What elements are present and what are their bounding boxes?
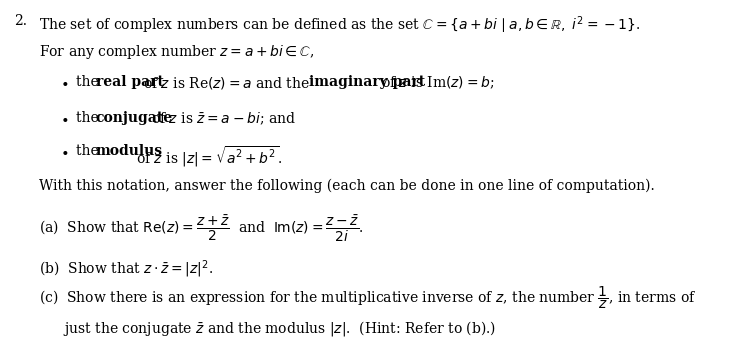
- Text: just the conjugate $\bar{z}$ and the modulus $|z|$.  (Hint: Refer to (b).): just the conjugate $\bar{z}$ and the mod…: [63, 320, 496, 338]
- Text: $\bullet$: $\bullet$: [60, 111, 68, 125]
- Text: The set of complex numbers can be defined as the set $\mathbb{C} = \{a+bi \mid a: The set of complex numbers can be define…: [39, 14, 640, 36]
- Text: the: the: [76, 75, 103, 89]
- Text: (c)  Show there is an expression for the multiplicative inverse of $z$, the numb: (c) Show there is an expression for the …: [39, 284, 696, 311]
- Text: the: the: [76, 144, 103, 158]
- Text: of $z$ is $\bar{z} = a - bi$; and: of $z$ is $\bar{z} = a - bi$; and: [151, 111, 296, 127]
- Text: the: the: [76, 111, 103, 125]
- Text: real part: real part: [96, 75, 164, 89]
- Text: of $z$ is Re$(z) = a$ and the: of $z$ is Re$(z) = a$ and the: [143, 75, 309, 91]
- Text: conjugate: conjugate: [96, 111, 173, 125]
- Text: of $z$ is $|z| = \sqrt{a^2+b^2}$.: of $z$ is $|z| = \sqrt{a^2+b^2}$.: [136, 144, 282, 169]
- Text: 2.: 2.: [14, 14, 26, 28]
- Text: (a)  Show that $\mathrm{Re}(z) = \dfrac{z+\bar{z}}{2}$  and  $\mathrm{Im}(z) = \: (a) Show that $\mathrm{Re}(z) = \dfrac{z…: [39, 214, 363, 244]
- Text: (b)  Show that $z \cdot \bar{z} = |z|^2$.: (b) Show that $z \cdot \bar{z} = |z|^2$.: [39, 258, 213, 280]
- Text: For any complex number $z = a+bi \in \mathbb{C}$,: For any complex number $z = a+bi \in \ma…: [39, 43, 314, 61]
- Text: $\bullet$: $\bullet$: [60, 75, 68, 89]
- Text: imaginary part: imaginary part: [309, 75, 425, 89]
- Text: of $z$ is Im$(z) = b$;: of $z$ is Im$(z) = b$;: [381, 75, 495, 91]
- Text: $\bullet$: $\bullet$: [60, 144, 68, 158]
- Text: With this notation, answer the following (each can be done in one line of comput: With this notation, answer the following…: [39, 179, 654, 193]
- Text: modulus: modulus: [96, 144, 163, 158]
